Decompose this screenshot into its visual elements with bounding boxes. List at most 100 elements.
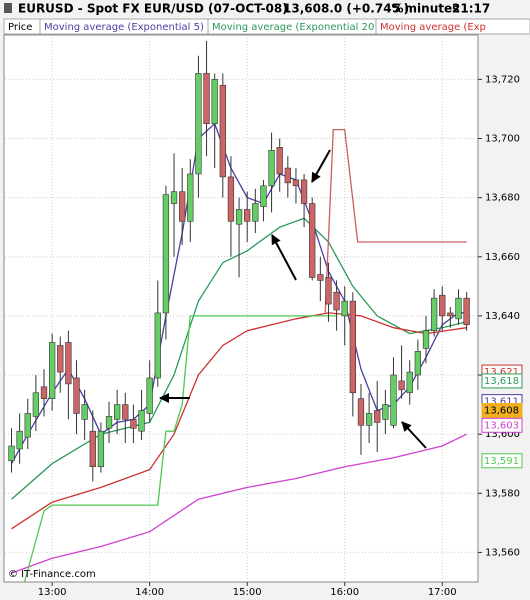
candle-body — [268, 150, 275, 187]
candle-body — [195, 73, 202, 175]
x-tick-label: 15:00 — [233, 587, 262, 598]
axes: 13,56013,58013,60013,62013,64013,66013,6… — [38, 74, 523, 598]
plot-area — [3, 34, 479, 583]
ma-line — [11, 312, 467, 530]
candle-body — [138, 410, 145, 432]
legend-box — [375, 18, 530, 35]
y-tick-label: 13,680 — [485, 193, 520, 204]
ma-line — [11, 433, 467, 574]
candle-body — [349, 300, 356, 394]
arrow — [311, 149, 331, 183]
candle-body — [341, 300, 348, 317]
y-tick-label: 13,600 — [485, 429, 520, 440]
candle-body — [16, 430, 23, 450]
credit: © IT-Finance.com — [8, 569, 96, 580]
candle-body — [300, 179, 308, 204]
candle-body — [170, 191, 178, 204]
arrow — [271, 234, 297, 281]
price-marker-label: 13,621 — [484, 367, 519, 378]
candle-body — [179, 191, 186, 222]
candle-body — [130, 419, 137, 429]
legend: Price Moving average (Exponential 5) Movin… — [3, 18, 530, 35]
candle-body — [357, 398, 365, 426]
legend-entry: Moving average (Exp — [380, 22, 486, 33]
y-tick-label: 13,560 — [485, 547, 520, 558]
candle-body — [57, 345, 64, 373]
price-marker — [481, 453, 523, 469]
candle-body — [32, 392, 40, 417]
candle-body — [430, 297, 438, 331]
candle-body — [414, 351, 422, 376]
legend-entry: Moving average (Exponential 20) — [212, 22, 378, 33]
price-marker-label: 13,608 — [484, 406, 519, 417]
price-marker — [481, 403, 523, 419]
candle-body — [406, 371, 413, 394]
y-tick-label: 13,700 — [485, 133, 520, 144]
title: EURUSD - Spot FX EUR/USD (07-OCT-08) — [18, 2, 288, 16]
candle-body — [390, 374, 397, 426]
last-price: 13,608.0 (+0.74%) — [283, 2, 409, 16]
clock: 21:17 — [452, 2, 490, 16]
price-marker-label: 13,618 — [484, 376, 519, 387]
candle-body — [382, 404, 389, 420]
candle-body — [48, 342, 56, 399]
candle-body — [260, 185, 267, 207]
candle-body — [422, 330, 430, 349]
candle-body — [227, 176, 235, 222]
annotations — [159, 149, 427, 449]
plot — [8, 40, 470, 583]
candle-body — [276, 147, 283, 175]
candle-body — [203, 73, 210, 125]
y-tick-label: 13,640 — [485, 311, 520, 322]
candle-body — [439, 294, 446, 317]
candle-body — [235, 209, 243, 225]
price-marker-label: 13,603 — [484, 420, 519, 431]
candle-body — [252, 203, 259, 222]
y-tick-label: 13,580 — [485, 488, 520, 499]
candle-body — [187, 173, 194, 222]
candle-body — [333, 291, 340, 311]
candle-body — [447, 312, 454, 317]
candle-body — [244, 209, 251, 222]
candle-body — [325, 277, 332, 305]
x-tick-label: 16:00 — [330, 587, 359, 598]
x-tick-label: 17:00 — [428, 587, 457, 598]
price-marker-label: 13,611 — [484, 397, 519, 408]
candle-body — [122, 404, 129, 420]
ma-line — [324, 128, 467, 313]
candle-body — [463, 297, 470, 326]
candle-body — [65, 342, 72, 385]
arrow — [401, 421, 427, 449]
x-tick-label: 14:00 — [135, 587, 164, 598]
ma-line — [23, 315, 337, 583]
candle-body — [105, 416, 113, 429]
candle-body — [162, 194, 170, 314]
candle-body — [73, 377, 80, 414]
price-marker — [481, 417, 523, 433]
candle-body — [97, 430, 105, 467]
y-tick-label: 13,660 — [485, 252, 520, 263]
candle-body — [24, 413, 31, 438]
x-tick-label: 13:00 — [38, 587, 67, 598]
candle-body — [365, 413, 373, 426]
candle-body — [219, 84, 226, 178]
candle-body — [398, 380, 405, 391]
y-tick-label: 13,720 — [485, 74, 520, 85]
candle-body — [292, 179, 300, 187]
candle-body — [211, 79, 218, 125]
interval: 5 minutes — [392, 2, 459, 16]
candle-body — [317, 274, 324, 281]
legend-entry: Moving average (Exponential 5) — [44, 22, 204, 33]
candle-body — [146, 377, 153, 414]
candle-body — [40, 386, 48, 399]
legend-entry: Price — [8, 22, 32, 33]
candle-body — [455, 297, 462, 320]
candle-body — [284, 167, 291, 184]
candle-body — [154, 312, 161, 379]
candle-body — [309, 203, 316, 278]
candle-body — [8, 445, 15, 462]
price-marker — [481, 373, 523, 389]
candle-body — [89, 430, 96, 467]
candle-body — [114, 404, 121, 420]
